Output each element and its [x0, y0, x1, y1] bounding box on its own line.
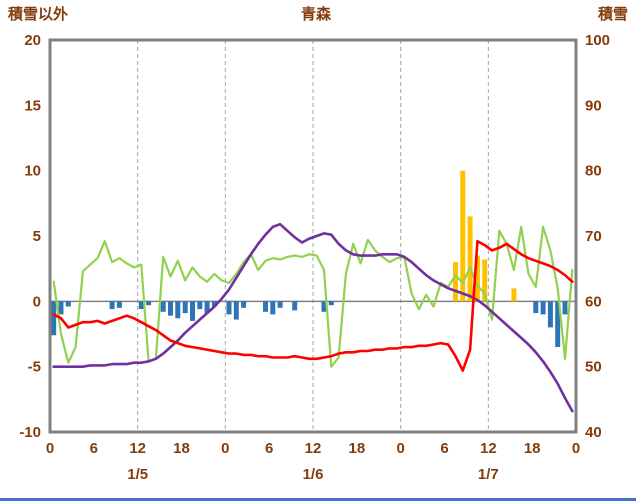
blue-bars [146, 301, 152, 306]
x-tick-label: 0 [572, 440, 580, 457]
x-tick-label: 0 [396, 440, 404, 457]
blue-bars [175, 301, 181, 319]
x-tick-label: 18 [173, 440, 190, 457]
orange-bars [474, 255, 480, 302]
x-tick-label: 18 [524, 440, 541, 457]
plot-border [48, 38, 578, 434]
blue-bars [555, 301, 561, 347]
day-label: 1/7 [478, 466, 499, 483]
blue-bars [328, 301, 334, 306]
blue-bars [533, 301, 539, 314]
blue-bars [168, 301, 173, 316]
day-label: 1/5 [127, 466, 148, 483]
x-tick-label: 12 [129, 440, 146, 457]
blue-bars [204, 301, 210, 314]
orange-bars [482, 259, 488, 302]
x-tick-label: 0 [46, 440, 54, 457]
blue-bars [58, 301, 64, 315]
x-tick-label: 12 [305, 440, 322, 457]
x-tick-label: 6 [440, 440, 448, 457]
x-tick-label: 6 [265, 440, 273, 457]
blue-bars [211, 301, 217, 307]
blue-bars [277, 301, 283, 308]
bottom-strip [0, 498, 636, 501]
blue-bars [51, 301, 57, 336]
right-tick-label: 90 [585, 97, 602, 114]
left-tick-label: 20 [24, 32, 41, 49]
right-tick-label: 60 [585, 293, 602, 310]
blue-bars [116, 301, 122, 308]
red-line [52, 239, 574, 372]
right-tick-label: 50 [585, 359, 602, 376]
purple-line [52, 222, 574, 413]
orange-bars [453, 262, 458, 302]
blue-bars [270, 301, 276, 315]
left-tick-label: -5 [28, 359, 41, 376]
day-label: 1/6 [303, 466, 324, 483]
x-tick-label: 0 [221, 440, 229, 457]
left-tick-label: 10 [24, 163, 41, 180]
blue-bars [226, 301, 232, 315]
blue-bars [65, 301, 71, 307]
blue-bars [263, 301, 268, 312]
blue-bars [321, 301, 327, 312]
right-tick-label: 40 [585, 424, 602, 441]
orange-bars [511, 288, 517, 302]
right-tick-label: 80 [585, 163, 602, 180]
x-tick-label: 12 [480, 440, 497, 457]
blue-bars [190, 301, 195, 321]
green-line [52, 225, 574, 368]
right-tick-label: 100 [585, 32, 610, 49]
x-tick-label: 18 [348, 440, 365, 457]
orange-bars [460, 170, 466, 302]
blue-bars [109, 301, 115, 310]
right-axis-title: 積雪 [597, 5, 628, 23]
blue-bars [292, 301, 298, 311]
left-tick-label: 0 [33, 293, 41, 310]
left-axis-title: 積雪以外 [7, 5, 68, 23]
blue-bars [197, 301, 203, 310]
x-tick-label: 6 [90, 440, 98, 457]
chart-title: 青森 [301, 5, 332, 23]
orange-bars [467, 216, 473, 302]
blue-bars [241, 301, 247, 308]
blue-bars [160, 301, 166, 312]
blue-bars [540, 301, 546, 315]
left-tick-label: 5 [33, 228, 41, 245]
left-tick-label: 15 [24, 97, 41, 114]
right-tick-label: 70 [585, 228, 602, 245]
blue-bars [182, 301, 188, 314]
left-tick-label: -10 [19, 424, 41, 441]
blue-bars [547, 301, 553, 328]
blue-bars [233, 301, 239, 320]
blue-bars [562, 301, 568, 315]
blue-bars [138, 301, 144, 310]
